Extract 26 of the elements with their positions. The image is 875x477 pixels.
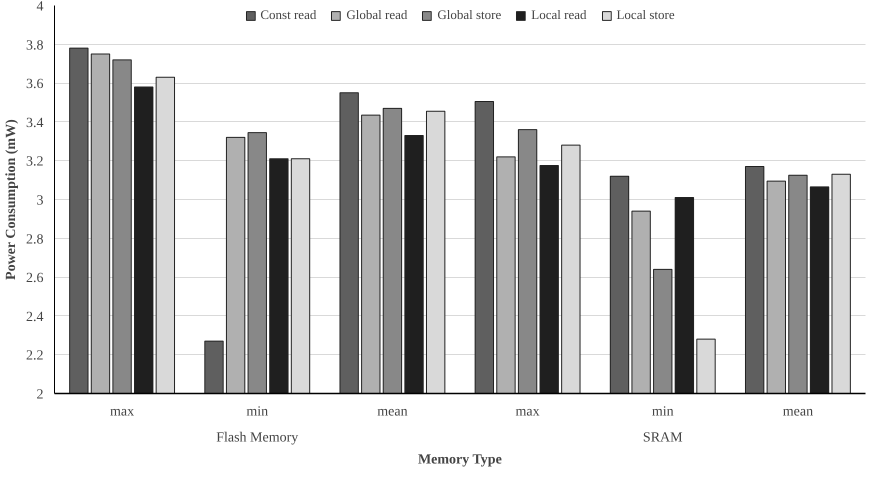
x-tick-label: max <box>516 404 540 420</box>
y-tick-label: 2.8 <box>26 232 44 248</box>
legend-label: Global store <box>437 7 502 23</box>
y-axis-title: Power Consumption (mW) <box>4 118 19 280</box>
x-tick-label: max <box>110 404 134 420</box>
x-tick-label: min <box>652 404 674 420</box>
y-tick-label: 2 <box>36 388 44 402</box>
y-tick-label: 3 <box>36 194 44 208</box>
legend-label: Global read <box>346 7 408 23</box>
y-tick-label: 2.6 <box>26 271 44 286</box>
legend-label: Const read <box>260 7 316 23</box>
y-tick-label: 3.8 <box>26 38 44 54</box>
y-tick-label: 3.6 <box>26 77 44 92</box>
text: SRAM <box>642 430 684 446</box>
y-tick-label: 4 <box>36 0 44 14</box>
x-tick-label: min <box>246 404 268 420</box>
x-tick-label: mean <box>377 404 408 420</box>
x-axis-title: Memory Type <box>418 452 502 468</box>
legend-label: Local store <box>616 7 675 23</box>
legend-label: Local read <box>531 7 586 23</box>
y-tick-label: 2.4 <box>26 310 44 325</box>
y-tick-label: 2.2 <box>26 348 44 364</box>
y-tick-label: 3.2 <box>26 154 44 170</box>
x-tick-label: mean <box>782 404 814 420</box>
text: Flash Memory <box>216 430 298 446</box>
y-tick-label: 3.4 <box>26 116 44 131</box>
